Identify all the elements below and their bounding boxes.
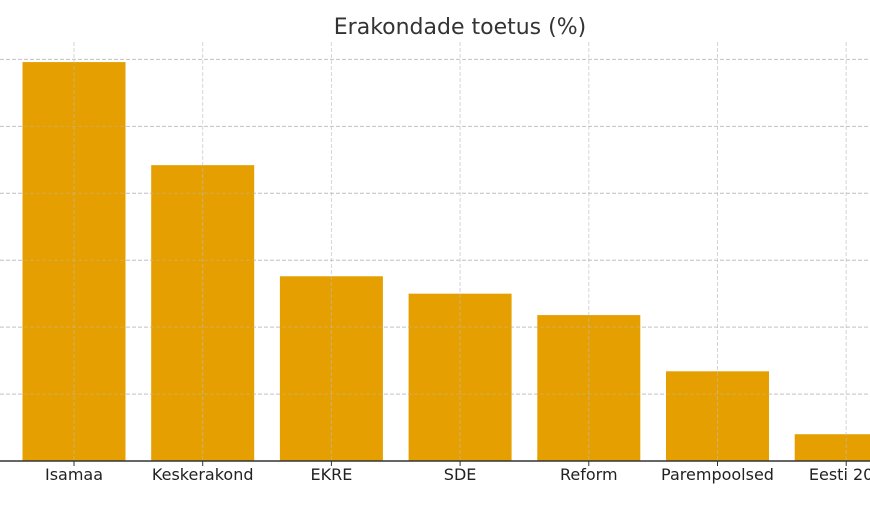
x-tick-label: Eesti 200 [809, 465, 870, 484]
x-tick-labels: Isamaa Keskerakond EKRE SDE Reform Parempools… [45, 461, 870, 484]
bar-eesti-200 [794, 434, 870, 461]
x-tick-label: Isamaa [45, 465, 103, 484]
x-tick-label: Reform [560, 465, 618, 484]
x-tick-label: EKRE [310, 465, 352, 484]
chart-title: Erakondade toetus (%) [334, 15, 586, 40]
x-tick-label: Keskerakond [152, 465, 254, 484]
bars [22, 62, 870, 462]
x-tick-label: SDE [444, 465, 477, 484]
x-tick-label: Parempoolsed [661, 465, 774, 484]
vertical-grid [0, 42, 870, 461]
